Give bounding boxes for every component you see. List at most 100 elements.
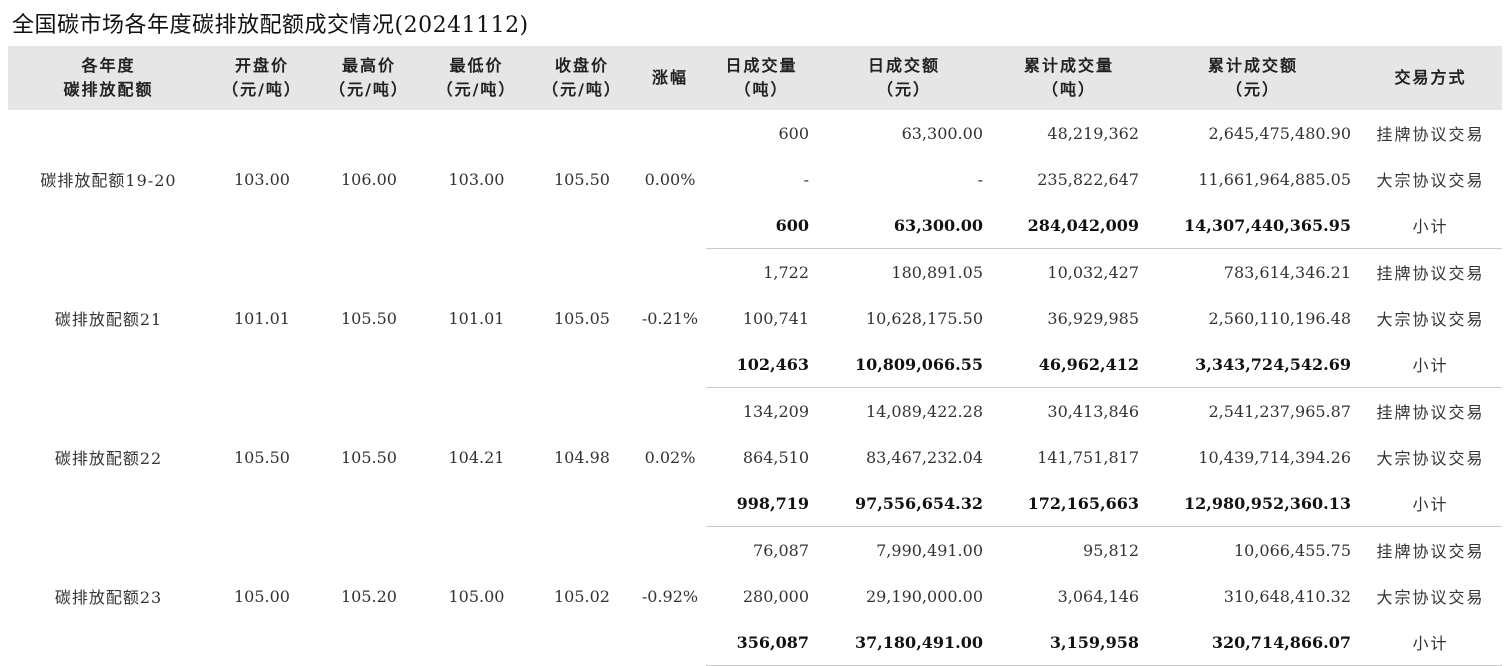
change-cell: -0.92% xyxy=(641,586,699,606)
cum-volume-cell: 36,929,985 xyxy=(1047,308,1139,328)
cum-volume-cell: 235,822,647 xyxy=(1037,169,1139,189)
header-high: 最高价 （元/吨） xyxy=(315,46,423,110)
cum-amount-cell: 2,645,475,480.90 xyxy=(1208,123,1352,143)
table-row: 280,000 29,190,000.00 3,064,146 310,648,410… xyxy=(8,573,1502,619)
cum-volume-cell: 10,032,427 xyxy=(1047,262,1139,282)
daily-volume-cell: 600 xyxy=(706,202,817,249)
close-price-cell: 105.02 xyxy=(554,586,610,606)
open-price-cell: 101.01 xyxy=(234,308,290,328)
high-price-cell: 105.50 xyxy=(341,308,397,328)
daily-amount-cell: 63,300.00 xyxy=(901,123,983,143)
daily-amount-cell: 29,190,000.00 xyxy=(865,586,983,606)
trade-mode-cell: 大宗协议交易 xyxy=(1376,588,1485,607)
trade-mode-cell: 大宗协议交易 xyxy=(1376,449,1485,468)
daily-volume-cell: 134,209 xyxy=(742,401,809,421)
header-cum-amount: 累计成交额 （元） xyxy=(1147,46,1359,110)
header-mode: 交易方式 xyxy=(1359,46,1502,110)
cum-amount-cell: 783,614,346.21 xyxy=(1223,262,1351,282)
table-row: 碳排放配额21 101.01 105.50 101.01 105.05 -0.21% 1,7… xyxy=(8,249,1502,330)
header-change: 涨幅 xyxy=(634,46,706,110)
product-name-cell: 碳排放配额19-20 xyxy=(40,171,177,191)
header-low: 最低价 （元/吨） xyxy=(423,46,530,110)
header-cum-volume: 累计成交量 （吨） xyxy=(991,46,1147,110)
subtotal-row: 102,463 10,809,066.55 46,962,412 3,343,724,… xyxy=(8,341,1502,388)
low-price-cell: 104.21 xyxy=(448,447,505,467)
cum-amount-cell: 11,661,964,885.05 xyxy=(1198,169,1351,189)
header-open: 开盘价 （元/吨） xyxy=(209,46,315,110)
low-price-cell: 101.01 xyxy=(448,308,505,328)
daily-volume-cell: 600 xyxy=(778,123,809,143)
trade-mode-cell: 大宗协议交易 xyxy=(1376,171,1485,190)
cum-amount-cell: 320,714,866.07 xyxy=(1147,619,1359,666)
close-price-cell: 105.50 xyxy=(554,169,610,189)
trade-mode-cell: 挂牌协议交易 xyxy=(1376,542,1485,561)
header-daily-volume: 日成交量 （吨） xyxy=(706,46,817,110)
cum-volume-cell: 46,962,412 xyxy=(991,341,1147,388)
open-price-cell: 103.00 xyxy=(234,169,290,189)
cum-volume-cell: 30,413,846 xyxy=(1047,401,1139,421)
daily-amount-cell: 83,467,232.04 xyxy=(865,447,983,467)
daily-volume-cell: 280,000 xyxy=(742,586,809,606)
header-close: 收盘价 （元/吨） xyxy=(530,46,634,110)
cum-volume-cell: 172,165,663 xyxy=(991,480,1147,527)
cum-amount-cell: 10,439,714,394.26 xyxy=(1198,447,1351,467)
table-row: 碳排放配额23 105.00 105.20 105.00 105.02 -0.92% 76,… xyxy=(8,527,1502,608)
header-product: 各年度 碳排放配额 xyxy=(8,46,209,110)
product-name-cell: 碳排放配额21 xyxy=(54,310,163,329)
daily-amount-cell: 37,180,491.00 xyxy=(817,619,991,666)
change-cell: -0.21% xyxy=(641,308,699,328)
cum-volume-cell: 3,064,146 xyxy=(1057,586,1139,606)
low-price-cell: 103.00 xyxy=(448,169,505,189)
trade-mode-cell: 小计 xyxy=(1359,619,1502,666)
product-name-cell: 碳排放配额22 xyxy=(54,449,163,468)
product-name-cell: 碳排放配额23 xyxy=(54,588,163,607)
trade-mode-cell: 挂牌协议交易 xyxy=(1376,125,1485,144)
cum-amount-cell: 14,307,440,365.95 xyxy=(1147,202,1359,249)
high-price-cell: 105.20 xyxy=(341,586,397,606)
high-price-cell: 106.00 xyxy=(341,169,397,189)
daily-volume-cell: 356,087 xyxy=(706,619,817,666)
change-cell: 0.00% xyxy=(644,169,696,189)
daily-amount-cell: 10,628,175.50 xyxy=(865,308,983,328)
daily-volume-cell: 864,510 xyxy=(742,447,809,467)
cum-volume-cell: 3,159,958 xyxy=(991,619,1147,666)
cum-amount-cell: 2,560,110,196.48 xyxy=(1208,308,1352,328)
change-cell: 0.02% xyxy=(644,447,696,467)
cum-volume-cell: 95,812 xyxy=(1083,540,1139,560)
close-price-cell: 104.98 xyxy=(554,447,610,467)
daily-amount-cell: 14,089,422.28 xyxy=(865,401,983,421)
subtotal-row: 600 63,300.00 284,042,009 14,307,440,365.95… xyxy=(8,202,1502,249)
daily-volume-cell: - xyxy=(803,169,809,189)
high-price-cell: 105.50 xyxy=(341,447,397,467)
daily-volume-cell: 100,741 xyxy=(742,308,809,328)
header-row: 各年度 碳排放配额 开盘价 （元/吨） 最高价 （元/吨） 最低价 （元/吨） 收盘价（… xyxy=(8,46,1502,110)
header-daily-amount: 日成交额 （元） xyxy=(817,46,991,110)
daily-amount-cell: 10,809,066.55 xyxy=(817,341,991,388)
cum-amount-cell: 2,541,237,965.87 xyxy=(1208,401,1352,421)
daily-amount-cell: 7,990,491.00 xyxy=(876,540,983,560)
page-title: 全国碳市场各年度碳排放配额成交情况(20241112) xyxy=(12,13,529,38)
subtotal-row: 998,719 97,556,654.32 172,165,663 12,980,95… xyxy=(8,480,1502,527)
table-row: 864,510 83,467,232.04 141,751,817 10,439,71… xyxy=(8,434,1502,480)
daily-volume-cell: 102,463 xyxy=(706,341,817,388)
cum-volume-cell: 48,219,362 xyxy=(1047,123,1139,143)
trade-mode-cell: 挂牌协议交易 xyxy=(1376,264,1485,283)
open-price-cell: 105.50 xyxy=(234,447,290,467)
cum-amount-cell: 12,980,952,360.13 xyxy=(1147,480,1359,527)
cum-amount-cell: 310,648,410.32 xyxy=(1223,586,1351,606)
daily-volume-cell: 1,722 xyxy=(763,262,809,282)
table-row: 碳排放配额22 105.50 105.50 104.21 104.98 0.02% 134,… xyxy=(8,388,1502,469)
daily-amount-cell: - xyxy=(977,169,983,189)
cum-volume-cell: 284,042,009 xyxy=(991,202,1147,249)
trade-mode-cell: 小计 xyxy=(1359,341,1502,388)
daily-amount-cell: 180,891.05 xyxy=(891,262,983,282)
daily-amount-cell: 97,556,654.32 xyxy=(817,480,991,527)
cum-amount-cell: 10,066,455.75 xyxy=(1233,540,1351,560)
trade-mode-cell: 挂牌协议交易 xyxy=(1376,403,1485,422)
daily-volume-cell: 76,087 xyxy=(753,540,809,560)
subtotal-row: 356,087 37,180,491.00 3,159,958 320,714,866… xyxy=(8,619,1502,666)
table-body: 碳排放配额19-20 103.00 106.00 103.00 105.50 0.00% 6… xyxy=(8,110,1502,666)
table-row: 100,741 10,628,175.50 36,929,985 2,560,110,… xyxy=(8,295,1502,341)
cum-volume-cell: 141,751,817 xyxy=(1037,447,1139,467)
open-price-cell: 105.00 xyxy=(234,586,290,606)
